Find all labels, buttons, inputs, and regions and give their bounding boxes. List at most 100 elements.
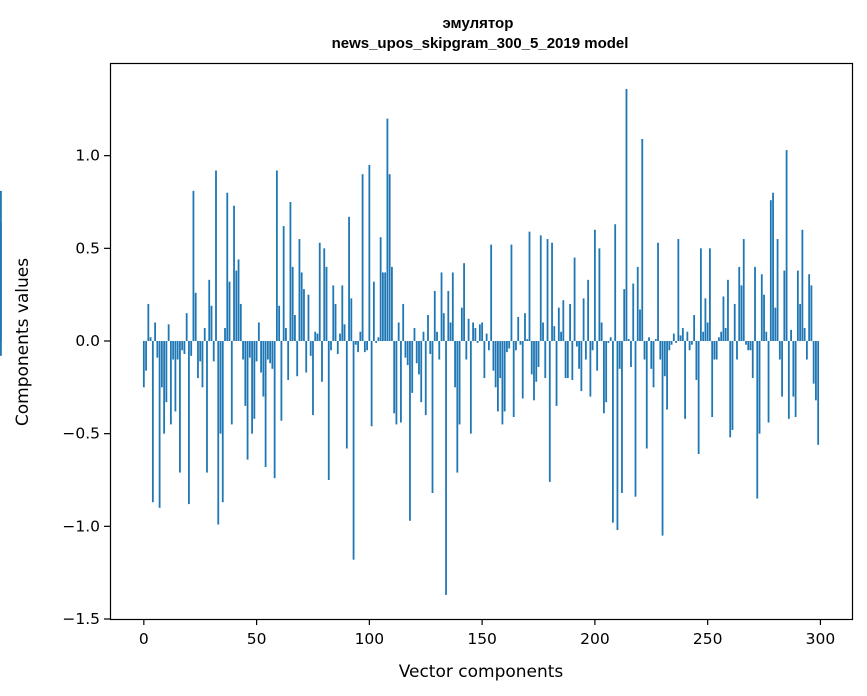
y-tick-label-5: 1.0 (75, 147, 100, 165)
bar-268 (747, 341, 750, 351)
bar-4 (151, 341, 154, 503)
bar-166 (517, 316, 520, 341)
bar-110 (391, 266, 393, 341)
bar-121 (415, 341, 418, 364)
bar-26 (201, 341, 204, 388)
bar-282 (778, 341, 781, 360)
bar-37 (226, 192, 229, 341)
bar-65 (289, 202, 292, 341)
bar-91 (348, 216, 350, 341)
bar-74 (309, 341, 312, 356)
plot-frame (109, 62, 854, 621)
bar-199 (591, 341, 594, 351)
bar-165 (515, 341, 517, 351)
bar-52 (260, 341, 262, 373)
bar-237 (677, 239, 680, 341)
bar-82 (327, 341, 330, 480)
bar-263 (736, 341, 738, 360)
bar-143 (465, 341, 468, 360)
bar-193 (578, 341, 580, 369)
bar-126 (427, 315, 429, 341)
bar-155 (492, 341, 495, 371)
y-axis-ticks: −1.5 −1.0 −0.5 0.0 0.5 1.0 (62, 147, 110, 628)
bars-group (0, 88, 820, 595)
bar-32 (215, 170, 217, 341)
y-tick-label-1: −1.0 (62, 517, 100, 535)
bar-108 (386, 118, 389, 341)
bar-140 (458, 341, 461, 425)
bar-185 (560, 331, 562, 341)
bar-81 (325, 266, 328, 341)
bar-157 (497, 341, 499, 412)
bar-127 (429, 341, 432, 354)
bar-172 (530, 341, 533, 375)
bar-10 (165, 341, 168, 403)
bar-30 (210, 305, 213, 341)
bar-168 (521, 341, 524, 399)
bar-162 (508, 341, 511, 349)
bar-45 (244, 341, 247, 406)
bar-283 (781, 341, 783, 397)
bar-186 (562, 300, 565, 341)
bar-75 (312, 341, 314, 416)
bar-87 (339, 333, 341, 341)
bar-24 (197, 341, 199, 379)
bar-132 (440, 272, 443, 341)
bar-122 (418, 341, 420, 375)
bar-123 (420, 341, 423, 403)
bar-61 (280, 341, 283, 421)
bar-9 (163, 341, 166, 434)
bar-216 (630, 341, 632, 367)
bar-161 (506, 341, 508, 353)
bar-227 (654, 339, 657, 341)
bar-111 (393, 341, 396, 414)
bar-299 (817, 341, 820, 445)
bar-86 (336, 341, 339, 354)
bar-154 (490, 244, 493, 341)
bar-68 (296, 341, 299, 377)
bar-151 (483, 341, 486, 379)
bar-171 (528, 231, 531, 341)
bar-96 (359, 331, 362, 341)
bar-181 (551, 242, 553, 341)
bar-47 (248, 341, 251, 358)
bar-164 (512, 341, 515, 417)
bar-189 (569, 303, 571, 341)
bar-205 (605, 341, 608, 403)
bar-57 (271, 341, 274, 369)
bar-296 (810, 285, 813, 341)
bar-218 (634, 341, 637, 497)
bar-8 (160, 341, 163, 388)
bar-280 (774, 307, 777, 341)
chart-title-line-1: эмулятор (442, 15, 513, 32)
bar-247 (699, 248, 702, 341)
bar-13 (172, 341, 175, 360)
bar-106 (381, 272, 384, 341)
bar-34 (219, 341, 222, 434)
bar-149 (478, 324, 481, 341)
bar-160 (503, 341, 506, 412)
bar-273 (758, 341, 761, 434)
bar-243 (690, 341, 693, 345)
bar-20 (188, 341, 190, 505)
bar-27 (203, 328, 206, 341)
bar-183 (555, 341, 558, 406)
bar-62 (282, 226, 285, 341)
chart-title: эмулятор news_upos_skipgram_300_5_2019 m… (332, 15, 629, 52)
bar-197 (587, 279, 590, 341)
bar-206 (607, 341, 610, 343)
bar-5 (154, 322, 156, 341)
bar-46 (246, 341, 249, 460)
bar-173 (533, 341, 535, 401)
bar-141 (460, 307, 463, 341)
bar-59 (275, 170, 278, 341)
bar-14 (174, 341, 177, 412)
bar-178 (544, 341, 547, 379)
bar-262 (733, 303, 736, 341)
bar-288 (792, 341, 795, 397)
x-tick-label-50: 50 (247, 630, 267, 648)
bar-274 (760, 274, 763, 341)
bar-41 (235, 270, 238, 341)
bar-184 (557, 307, 560, 341)
bar-255 (718, 337, 720, 341)
